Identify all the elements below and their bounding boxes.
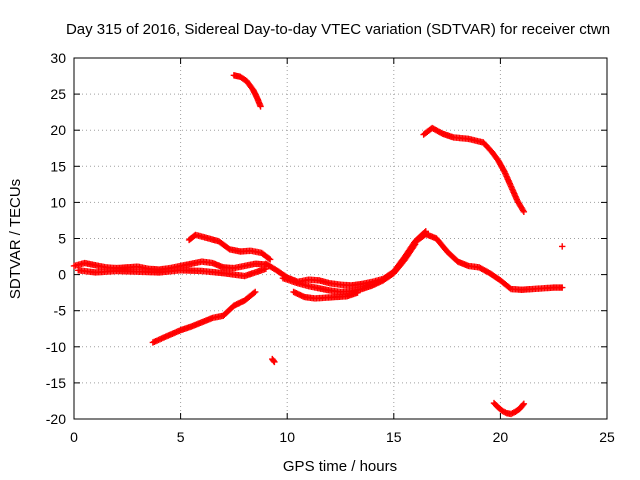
data-point — [422, 228, 429, 235]
data-point — [257, 103, 264, 110]
data-point-fill — [421, 229, 428, 236]
y-tick-label: 25 — [50, 86, 66, 102]
y-tick-label: 20 — [50, 122, 66, 138]
series-arc-bottom — [490, 399, 528, 418]
y-tick-label: -20 — [46, 411, 66, 427]
y-tick-label: -10 — [46, 339, 66, 355]
series-arc-dip — [269, 355, 278, 366]
data-point-fill — [270, 357, 277, 365]
y-tick-label: -15 — [46, 375, 66, 391]
data-point — [266, 256, 274, 263]
x-tick-label: 0 — [70, 429, 78, 445]
data-point — [271, 358, 278, 366]
data-point — [252, 288, 259, 296]
data-point-fill — [502, 409, 509, 416]
series-arc-main-lower — [75, 265, 270, 280]
y-tick-label: -5 — [54, 303, 67, 319]
data-point — [559, 284, 566, 291]
x-tick-label: 20 — [493, 429, 509, 445]
series-arc-5h — [185, 231, 274, 263]
data-point-fill — [265, 255, 273, 262]
data-point — [559, 243, 566, 250]
data-point-fill — [519, 401, 527, 409]
series-arc-main — [70, 258, 270, 273]
y-tick-label: 0 — [58, 267, 66, 283]
series-arc-top — [230, 72, 264, 110]
x-tick-label: 10 — [279, 429, 295, 445]
data-point — [520, 208, 528, 215]
series-arc-rising — [149, 288, 259, 346]
x-tick-label: 5 — [177, 429, 185, 445]
x-tick-label: 25 — [599, 429, 615, 445]
data-point-fill — [519, 207, 527, 214]
series-arc-midday-b — [262, 228, 429, 289]
series-arc-midday-c — [290, 288, 361, 302]
axis-ticks: 0 5 10 15 20 25 -20 -15 -10 -5 0 5 10 15 20 25 30 — [46, 50, 615, 445]
data-point — [520, 400, 528, 408]
y-tick-label: 30 — [50, 50, 66, 66]
data-point — [354, 289, 361, 296]
x-axis-label: GPS time / hours — [283, 458, 397, 475]
series-arc-evening — [411, 230, 566, 293]
plot-frame — [73, 57, 608, 420]
data-point-fill — [250, 289, 258, 297]
series-arc-mid-high — [420, 124, 528, 215]
series-arc-point — [559, 243, 566, 250]
y-tick-label: 5 — [58, 231, 66, 247]
data-marks — [70, 72, 566, 418]
chart-title: Day 315 of 2016, Sidereal Day-to-day VTE… — [66, 21, 610, 38]
y-tick-label: 10 — [50, 194, 66, 210]
grid — [74, 58, 607, 419]
y-axis-label: SDTVAR / TECUs — [7, 179, 24, 299]
y-tick-label: 15 — [50, 158, 66, 174]
x-tick-label: 15 — [386, 429, 402, 445]
